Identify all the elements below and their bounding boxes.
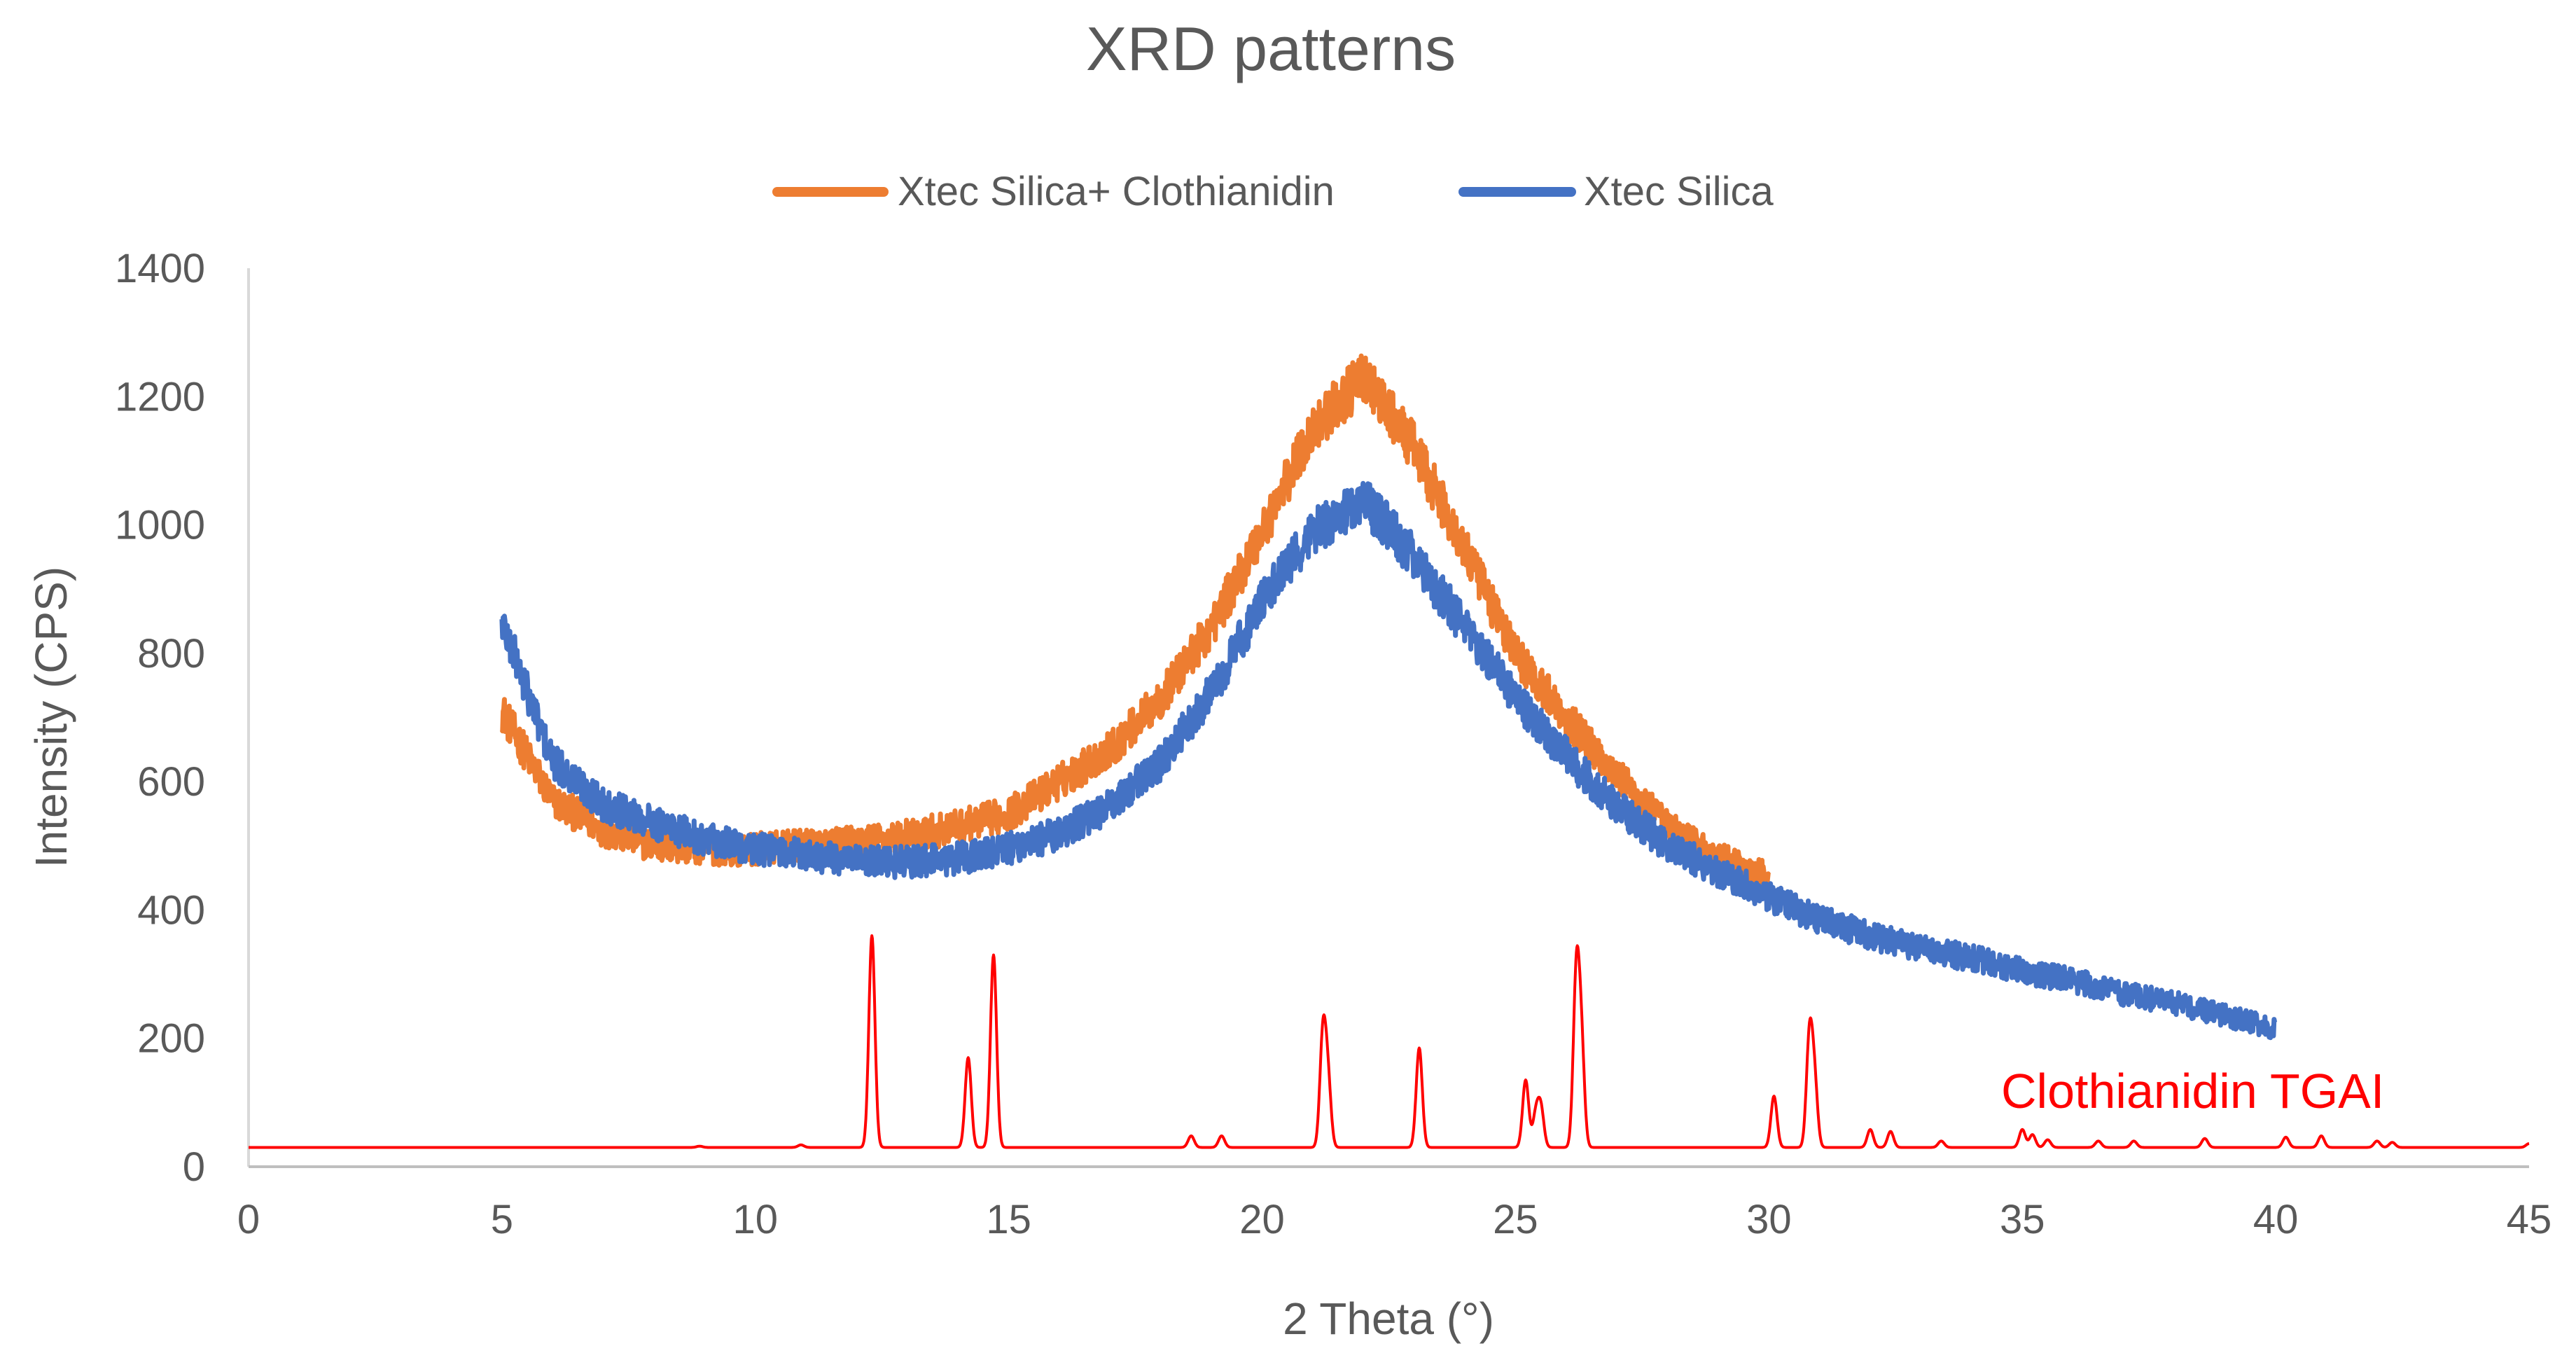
y-tick-label: 400	[137, 887, 205, 933]
x-tick-label: 45	[2507, 1197, 2552, 1242]
series-line-clothianidin-tgai	[247, 934, 2530, 1149]
y-axis-ticks: 0 200 400 600 800 1000 1200 1400	[115, 246, 205, 1190]
x-tick-label: 30	[1746, 1197, 1792, 1242]
series-line-xtec-silica-clothianidin	[499, 353, 1771, 895]
x-tick-label: 10	[733, 1197, 779, 1242]
y-tick-label: 1400	[115, 246, 205, 291]
annotation-clothianidin-tgai: Clothianidin TGAI	[2001, 1064, 2384, 1118]
x-axis-title: 2 Theta (°)	[1283, 1293, 1494, 1344]
y-tick-label: 800	[137, 631, 205, 676]
legend: Xtec Silica+ Clothianidin Xtec Silica	[772, 169, 1774, 214]
x-axis-ticks: 0 5 10 15 20 25 30 35 40 45	[237, 1197, 2551, 1242]
x-tick-label: 40	[2253, 1197, 2299, 1242]
series-line-xtec-silica	[499, 480, 2278, 1041]
y-tick-label: 200	[137, 1016, 205, 1062]
x-tick-label: 20	[1239, 1197, 1285, 1242]
x-tick-label: 0	[237, 1197, 260, 1242]
chart-title: XRD patterns	[1086, 14, 1456, 83]
y-tick-label: 600	[137, 759, 205, 805]
plot-area	[247, 353, 2530, 1149]
y-tick-label: 1200	[115, 374, 205, 419]
y-tick-label: 1000	[115, 503, 205, 548]
x-tick-label: 25	[1493, 1197, 1538, 1242]
x-tick-label: 15	[986, 1197, 1031, 1242]
x-tick-label: 35	[2000, 1197, 2045, 1242]
y-axis-title: Intensity (CPS)	[26, 567, 76, 868]
legend-label-silica-clothianidin: Xtec Silica+ Clothianidin	[898, 169, 1335, 214]
legend-label-silica: Xtec Silica	[1584, 169, 1774, 214]
x-tick-label: 5	[491, 1197, 513, 1242]
y-tick-label: 0	[183, 1144, 205, 1190]
